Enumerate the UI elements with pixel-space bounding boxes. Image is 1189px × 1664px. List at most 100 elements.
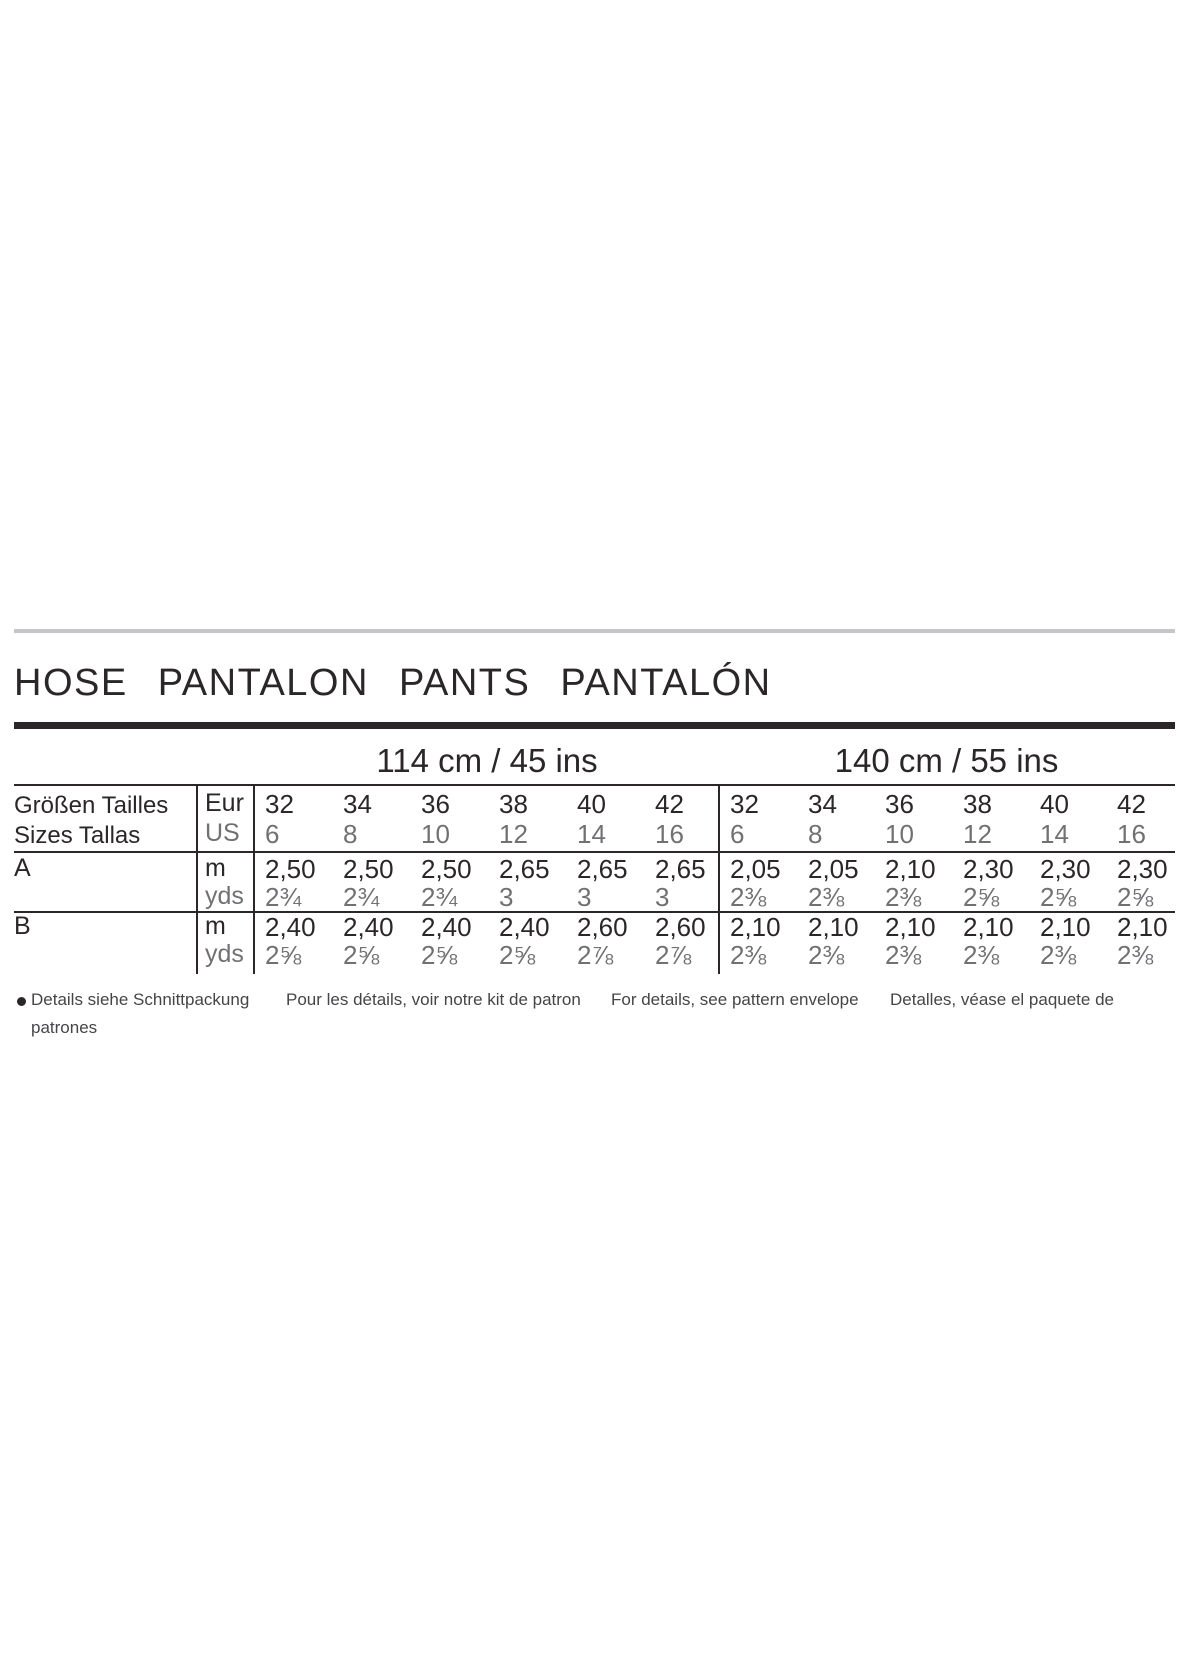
cell-a_yds-s0-c2: 2¾ [421,882,458,912]
cell-us_sizes-s1-c0: 6 [730,819,745,849]
table-row-a-rule [14,911,1175,913]
table-header-rule [14,851,1175,853]
cell-a_m-s1-c3: 2,30 [963,854,1014,884]
cell-us_sizes-s0-c1: 8 [343,819,358,849]
table-vline-sections [718,784,720,974]
row-label-view-a: A [14,854,31,882]
cell-a_m-s1-c1: 2,05 [808,854,859,884]
table-vline-labels [196,784,198,974]
cell-b_m-s1-c4: 2,10 [1040,912,1091,942]
cell-eur_sizes-s0-c3: 38 [499,789,528,819]
row-header-sizes-line2: Sizes Tallas [14,822,141,849]
cell-us_sizes-s0-c2: 10 [421,819,450,849]
cell-b_yds-s1-c0: 2⅜ [730,940,767,970]
unit-label-yds-b: yds [205,940,244,968]
cell-a_m-s0-c4: 2,65 [577,854,628,884]
cell-eur_sizes-s1-c0: 32 [730,789,759,819]
fabric-width-header-140: 140 cm / 55 ins [834,742,1059,779]
cell-b_m-s1-c5: 2,10 [1117,912,1168,942]
cell-eur_sizes-s1-c5: 42 [1117,789,1146,819]
row-header-sizes-line1: Größen Tailles [14,792,169,819]
cell-b_yds-s1-c2: 2⅜ [885,940,922,970]
cell-b_yds-s1-c5: 2⅜ [1117,940,1154,970]
title-underline-rule [14,722,1175,729]
cell-us_sizes-s0-c0: 6 [265,819,280,849]
footer-note-es-line2: patrones [31,1018,98,1037]
page-title: HOSE PANTALON PANTS PANTALÓN [14,662,772,704]
cell-a_m-s0-c1: 2,50 [343,854,394,884]
table-top-rule [14,784,1175,786]
unit-label-yds-a: yds [205,882,244,910]
cell-a_yds-s1-c0: 2⅜ [730,882,767,912]
cell-a_yds-s0-c1: 2¾ [343,882,380,912]
cell-eur_sizes-s0-c0: 32 [265,789,294,819]
unit-label-us: US [205,819,240,847]
cell-us_sizes-s1-c5: 16 [1117,819,1146,849]
cell-eur_sizes-s0-c5: 42 [655,789,684,819]
cell-us_sizes-s1-c3: 12 [963,819,992,849]
cell-eur_sizes-s0-c2: 36 [421,789,450,819]
cell-b_m-s1-c2: 2,10 [885,912,936,942]
footer-note-es: Detalles, véase el paquete de [890,990,1114,1009]
cell-us_sizes-s1-c1: 8 [808,819,823,849]
cell-a_m-s1-c5: 2,30 [1117,854,1168,884]
cell-b_m-s1-c3: 2,10 [963,912,1014,942]
cell-a_m-s1-c2: 2,10 [885,854,936,884]
cell-a_yds-s0-c4: 3 [577,882,592,912]
cell-us_sizes-s1-c4: 14 [1040,819,1069,849]
cell-b_m-s1-c1: 2,10 [808,912,859,942]
footer-note-fr: Pour les détails, voir notre kit de patr… [286,990,581,1009]
fabric-width-header-114: 114 cm / 45 ins [376,742,598,779]
cell-us_sizes-s0-c3: 12 [499,819,528,849]
cell-b_m-s1-c0: 2,10 [730,912,781,942]
cell-a_yds-s1-c2: 2⅜ [885,882,922,912]
cell-b_m-s0-c3: 2,40 [499,912,550,942]
cell-eur_sizes-s1-c3: 38 [963,789,992,819]
cell-a_yds-s1-c4: 2⅝ [1040,882,1077,912]
cell-us_sizes-s1-c2: 10 [885,819,914,849]
cell-b_yds-s1-c3: 2⅜ [963,940,1000,970]
cell-b_m-s0-c0: 2,40 [265,912,316,942]
cell-b_yds-s1-c1: 2⅜ [808,940,845,970]
cell-b_m-s0-c4: 2,60 [577,912,628,942]
cell-b_yds-s0-c3: 2⅝ [499,940,536,970]
cell-b_m-s0-c5: 2,60 [655,912,706,942]
cell-a_m-s0-c0: 2,50 [265,854,316,884]
cell-b_yds-s1-c4: 2⅜ [1040,940,1077,970]
footer-note-de: Details siehe Schnittpackung [31,990,250,1009]
cell-a_m-s0-c2: 2,50 [421,854,472,884]
top-divider-rule [14,629,1175,633]
cell-a_yds-s1-c1: 2⅜ [808,882,845,912]
cell-b_m-s0-c2: 2,40 [421,912,472,942]
row-label-view-b: B [14,912,31,940]
cell-b_yds-s0-c0: 2⅝ [265,940,302,970]
unit-label-eur: Eur [205,789,244,817]
unit-label-m-b: m [205,912,226,940]
cell-us_sizes-s0-c4: 14 [577,819,606,849]
cell-a_m-s0-c5: 2,65 [655,854,706,884]
cell-b_m-s0-c1: 2,40 [343,912,394,942]
cell-a_yds-s1-c3: 2⅝ [963,882,1000,912]
cell-a_m-s0-c3: 2,65 [499,854,550,884]
cell-a_yds-s1-c5: 2⅝ [1117,882,1154,912]
cell-eur_sizes-s1-c4: 40 [1040,789,1069,819]
cell-a_yds-s0-c3: 3 [499,882,514,912]
cell-a_m-s1-c0: 2,05 [730,854,781,884]
bullet-icon [17,997,26,1006]
cell-eur_sizes-s1-c1: 34 [808,789,837,819]
cell-a_yds-s0-c5: 3 [655,882,670,912]
unit-label-m-a: m [205,854,226,882]
cell-us_sizes-s0-c5: 16 [655,819,684,849]
cell-eur_sizes-s1-c2: 36 [885,789,914,819]
table-vline-units [253,784,255,974]
cell-b_yds-s0-c4: 2⅞ [577,940,614,970]
cell-eur_sizes-s0-c4: 40 [577,789,606,819]
cell-eur_sizes-s0-c1: 34 [343,789,372,819]
cell-a_m-s1-c4: 2,30 [1040,854,1091,884]
cell-b_yds-s0-c5: 2⅞ [655,940,692,970]
cell-b_yds-s0-c1: 2⅝ [343,940,380,970]
footer-note-en: For details, see pattern envelope [611,990,859,1009]
cell-a_yds-s0-c0: 2¾ [265,882,302,912]
cell-b_yds-s0-c2: 2⅝ [421,940,458,970]
